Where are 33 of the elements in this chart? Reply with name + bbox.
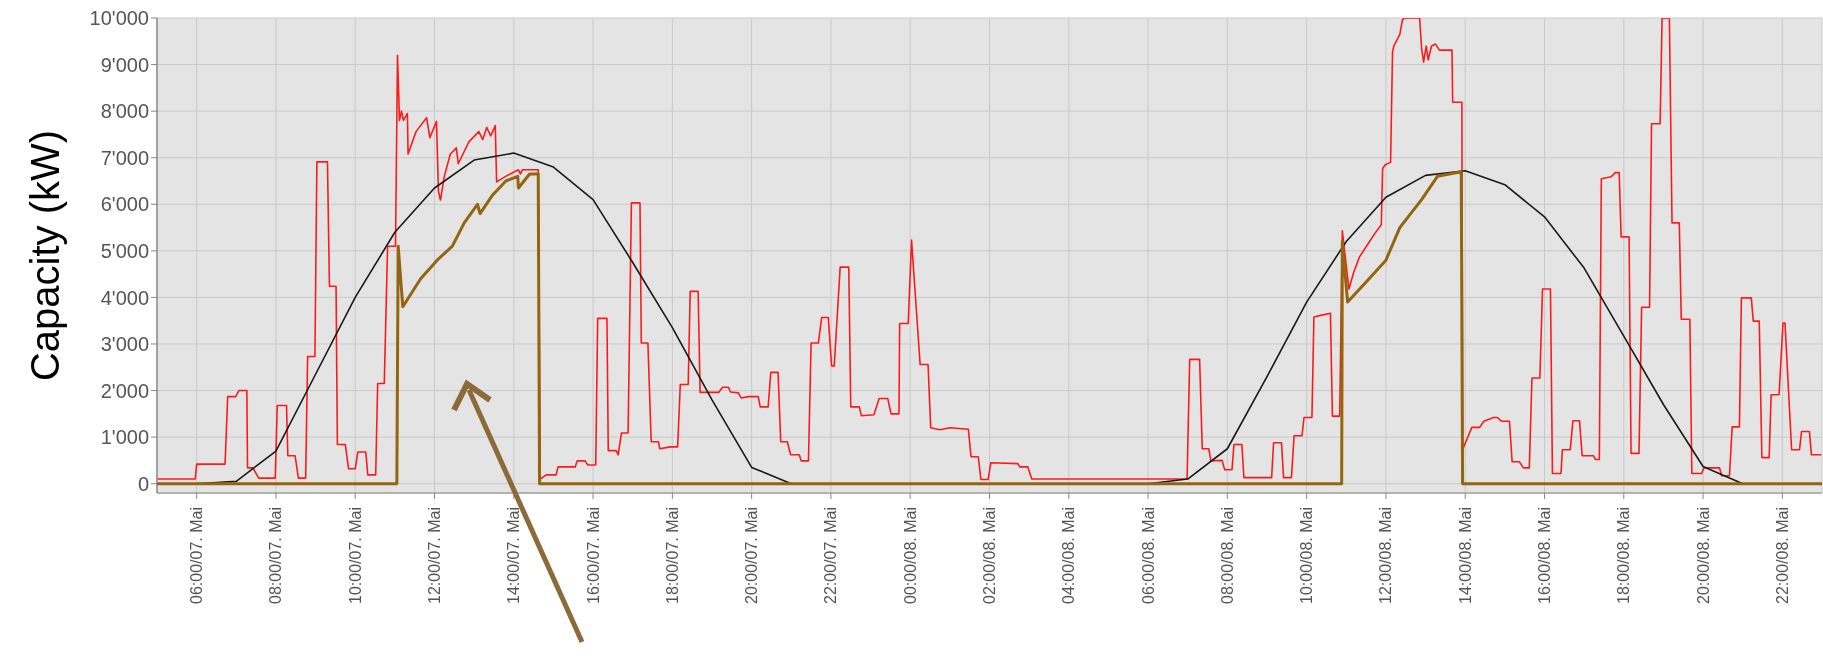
x-tick-label: 10:00/08. Mai — [1298, 507, 1316, 604]
x-tick-label: 14:00/08. Mai — [1456, 507, 1474, 604]
y-tick-label: 7'000 — [100, 146, 149, 169]
x-tick-label: 08:00/07. Mai — [267, 507, 285, 604]
y-tick-label: 2'000 — [100, 379, 149, 402]
y-tick-label: 6'000 — [100, 193, 149, 216]
x-tick-label: 08:00/08. Mai — [1218, 507, 1236, 604]
y-tick-label: 3'000 — [100, 333, 149, 356]
x-tick-label: 22:00/07. Mai — [822, 507, 840, 604]
y-tick-label: 5'000 — [100, 239, 149, 262]
x-tick-label: 12:00/07. Mai — [426, 507, 443, 604]
x-tick-label: 22:00/08. Mai — [1773, 507, 1791, 604]
y-tick-label: 8'000 — [100, 100, 149, 123]
x-tick-label: 02:00/08. Mai — [981, 507, 998, 604]
x-tick-label: 04:00/08. Mai — [1060, 507, 1078, 604]
y-tick-label: 10'000 — [89, 7, 149, 30]
x-tick-label: 16:00/07. Mai — [584, 507, 602, 604]
x-tick-label: 06:00/07. Mai — [188, 507, 206, 604]
x-tick-label: 20:00/08. Mai — [1694, 507, 1712, 604]
x-tick-label: 10:00/07. Mai — [346, 507, 364, 604]
x-tick-label: 18:00/08. Mai — [1615, 507, 1633, 604]
x-tick-label: 00:00/08. Mai — [901, 507, 919, 604]
x-tick-label: 06:00/08. Mai — [1139, 507, 1157, 604]
x-tick-label: 18:00/07. Mai — [663, 507, 681, 604]
y-tick-label: 1'000 — [100, 426, 149, 449]
x-tick-label: 20:00/07. Mai — [743, 507, 761, 604]
y-axis-title: Capacity (kW) — [23, 129, 67, 382]
y-tick-label: 0 — [137, 472, 149, 495]
y-tick-label: 9'000 — [100, 53, 149, 76]
x-tick-label: 12:00/08. Mai — [1377, 507, 1395, 604]
x-tick-label: 16:00/08. Mai — [1536, 507, 1553, 604]
y-tick-label: 4'000 — [100, 286, 149, 309]
x-tick-label: 14:00/07. Mai — [505, 507, 523, 604]
